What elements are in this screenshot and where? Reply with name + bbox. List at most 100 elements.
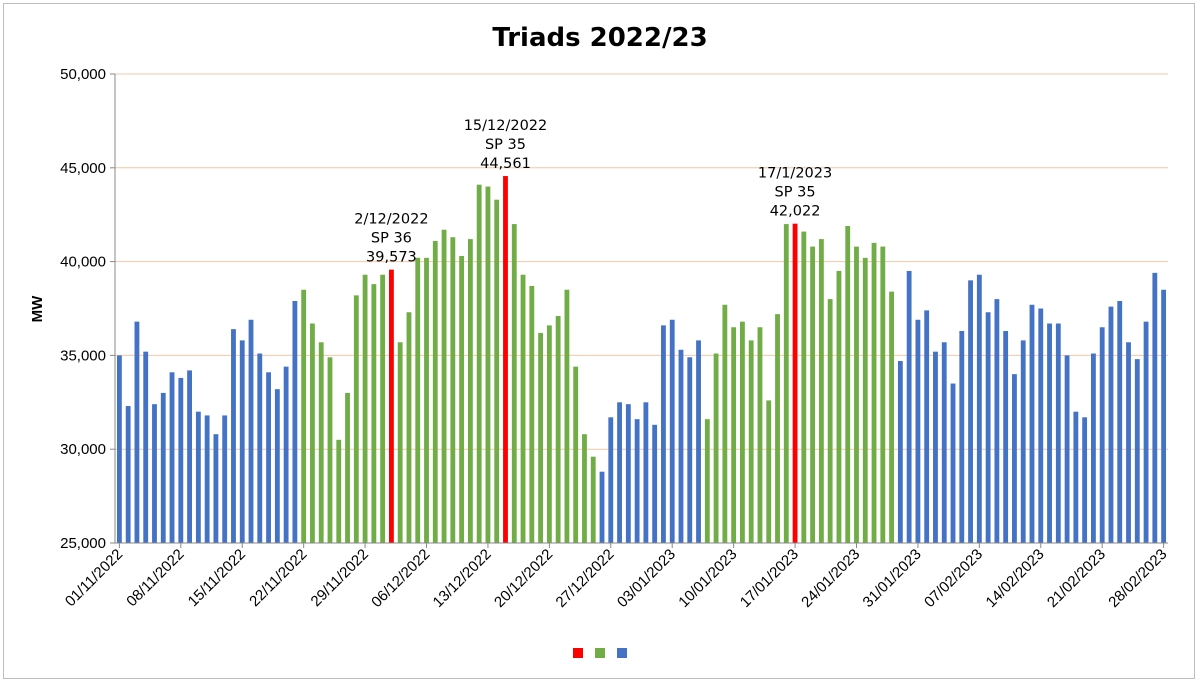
y-tick-label: 50,000 (60, 66, 106, 83)
grid-layer (115, 73, 1168, 450)
y-tick-label: 30,000 (60, 441, 106, 458)
bar (608, 417, 614, 543)
bar (757, 327, 763, 543)
annotation-label: 42,022 (770, 204, 821, 220)
bar (906, 270, 912, 543)
bar (415, 257, 421, 543)
bar (1143, 321, 1149, 543)
bar (494, 199, 500, 543)
bar (389, 269, 394, 543)
bar (222, 415, 228, 543)
x-tick-label: 01/11/2022 (62, 546, 126, 610)
bar (1152, 272, 1158, 543)
bar (915, 319, 921, 543)
bar (555, 316, 561, 543)
annotation-label: 44,561 (480, 156, 531, 172)
bar (976, 274, 982, 543)
bar (143, 351, 149, 543)
legend-swatch (595, 648, 605, 658)
bar (678, 349, 684, 543)
annotation-label: SP 35 (775, 185, 816, 201)
bar (213, 434, 219, 543)
bar (1073, 411, 1079, 543)
annotation-label: 2/12/2022 (354, 212, 428, 228)
bar (573, 366, 579, 543)
bar (687, 357, 693, 543)
bar (318, 342, 324, 543)
bar (1055, 323, 1061, 543)
bar (713, 353, 719, 543)
legend-swatch (617, 648, 627, 658)
bar (722, 304, 728, 543)
bar (862, 257, 868, 543)
bar (152, 404, 157, 543)
x-tick-label: 20/12/2022 (491, 546, 556, 611)
bar (871, 242, 877, 543)
y-axis-label: MW (29, 295, 46, 322)
chart-title: Triads 2022/23 (492, 23, 707, 53)
bar (336, 439, 342, 543)
bar (959, 331, 965, 543)
bar (968, 280, 973, 543)
x-tick-label: 28/02/2023 (1105, 546, 1170, 611)
x-tick-label: 22/11/2022 (246, 546, 310, 610)
bar (529, 285, 535, 543)
bar (1108, 306, 1114, 543)
x-tick-label: 15/11/2022 (185, 546, 249, 610)
bar (266, 372, 271, 543)
bar (397, 342, 403, 543)
bar (766, 400, 772, 543)
x-tick-label: 14/02/2023 (983, 546, 1048, 611)
bar (590, 456, 596, 543)
bar (810, 246, 816, 543)
bar (371, 284, 377, 543)
bar (441, 229, 447, 543)
bar (599, 471, 605, 543)
bar (274, 389, 280, 543)
bar (485, 186, 491, 543)
bar (160, 392, 166, 543)
bar (740, 321, 745, 543)
annotation-label: 15/12/2022 (464, 118, 548, 134)
bar (169, 372, 175, 543)
bar (204, 415, 210, 543)
bar (538, 332, 543, 543)
bar (231, 329, 236, 543)
annotation-label: SP 36 (371, 231, 412, 247)
bar (897, 361, 903, 543)
annotation-label: 39,573 (366, 250, 417, 266)
bar (1126, 342, 1131, 543)
bar (432, 240, 438, 543)
bar (661, 325, 666, 543)
bar (582, 434, 587, 543)
annotation-layer: 2/12/2022 SP 36 39,573 15/12/2022 SP 35 44,56… (354, 118, 832, 266)
bar (924, 310, 930, 543)
bar (941, 342, 947, 543)
legend-swatch (573, 648, 583, 658)
bar (511, 224, 517, 543)
x-tick-label: 10/01/2023 (675, 546, 740, 611)
y-tick-label: 25,000 (60, 535, 106, 552)
bar (889, 291, 894, 543)
bar (1161, 289, 1167, 543)
bar (301, 289, 307, 543)
x-tick-label: 29/11/2022 (308, 546, 372, 610)
bar (1038, 308, 1044, 543)
bar (406, 312, 412, 543)
bar (178, 377, 184, 543)
y-tick-label: 45,000 (60, 160, 106, 177)
bar (424, 257, 429, 543)
x-tick-label: 17/01/2023 (737, 546, 802, 611)
bar (748, 340, 754, 543)
bar (459, 255, 465, 543)
x-tick-label: 13/12/2022 (430, 546, 495, 611)
bar (248, 319, 254, 543)
bar (564, 289, 570, 543)
bar (195, 411, 201, 543)
bar (1029, 304, 1035, 543)
bar (476, 184, 482, 543)
bar (783, 224, 789, 543)
bar (134, 321, 140, 543)
bar (818, 239, 824, 543)
